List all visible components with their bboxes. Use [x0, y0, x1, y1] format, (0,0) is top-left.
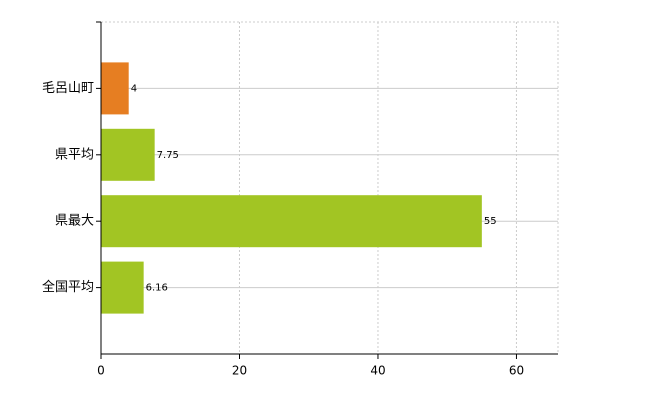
bar	[101, 195, 482, 248]
bar	[101, 128, 155, 181]
x-tick-label: 20	[232, 364, 247, 378]
y-tick-label: 全国平均	[42, 279, 94, 295]
bar	[101, 261, 144, 314]
x-tick-label: 0	[97, 364, 105, 378]
x-tick-label: 60	[509, 364, 524, 378]
bar	[101, 62, 129, 115]
value-label: 55	[484, 216, 497, 227]
y-tick-label: 県最大	[55, 214, 94, 229]
y-tick-label: 毛呂山町	[42, 81, 94, 96]
y-tick-label: 県平均	[55, 147, 94, 162]
value-label: 6.16	[146, 283, 168, 294]
value-label: 7.75	[157, 150, 179, 161]
value-label: 4	[131, 83, 137, 94]
x-tick-label: 40	[370, 364, 385, 378]
